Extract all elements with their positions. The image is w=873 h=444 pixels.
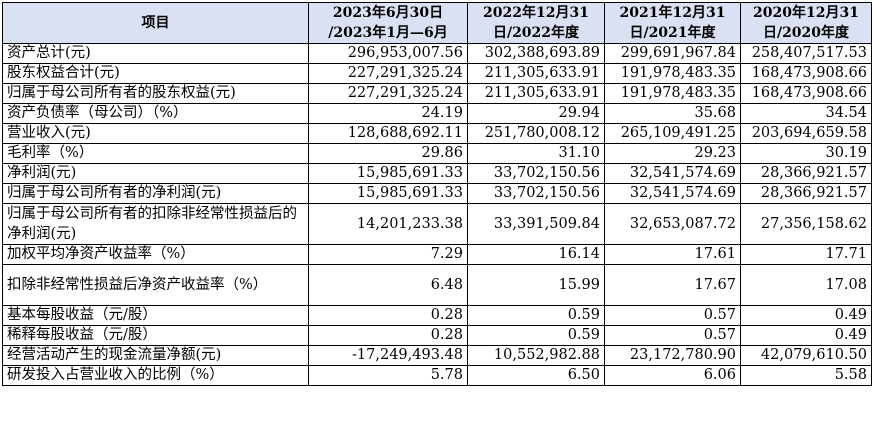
row-value: 258,407,517.53 [740, 43, 872, 64]
row-value: 29.86 [308, 143, 468, 164]
row-value: 16.14 [467, 244, 605, 265]
row-value: 23,172,780.90 [604, 345, 741, 366]
row-label: 资产总计(元) [2, 43, 309, 64]
row-value: 7.29 [308, 244, 468, 265]
row-value: 15.99 [467, 264, 605, 306]
row-value: 28,366,921.57 [740, 183, 872, 204]
row-label: 加权平均净资产收益率（%） [2, 244, 309, 265]
row-value: 203,694,659.58 [740, 123, 872, 144]
row-value: 211,305,633.91 [467, 63, 605, 84]
row-value: 33,702,150.56 [467, 163, 605, 184]
row-label: 归属于母公司所有者的净利润(元) [2, 183, 309, 204]
row-value: 27,356,158.62 [740, 203, 872, 245]
row-value: 0.49 [740, 325, 872, 346]
row-value: 30.19 [740, 143, 872, 164]
row-value: 42,079,610.50 [740, 345, 872, 366]
row-value: 17.71 [740, 244, 872, 265]
header-period-2022: 2022年12月31 日/2022年度 [467, 2, 605, 44]
table-row: 营业收入(元) 128,688,692.11 251,780,008.12 265,1… [2, 123, 872, 144]
table-row: 资产负债率（母公司）（%） 24.19 29.94 35.68 34.54 [2, 103, 872, 124]
table-row: 基本每股收益（元/股） 0.28 0.59 0.57 0.49 [2, 305, 872, 326]
table-row: 研发投入占营业收入的比例（%） 5.78 6.50 6.06 5.58 [2, 365, 872, 386]
row-value: 17.08 [740, 264, 872, 306]
table-row: 归属于母公司所有者的扣除非经常性损益后的净利润(元) 14,201,233.38 3… [2, 203, 872, 245]
row-label: 毛利率（%） [2, 143, 309, 164]
table-row: 经营活动产生的现金流量净额(元) -17,249,493.48 10,552,982… [2, 345, 872, 366]
row-value: 6.50 [467, 365, 605, 386]
row-label: 扣除非经常性损益后净资产收益率（%） [2, 264, 309, 306]
row-label: 归属于母公司所有者的股东权益(元) [2, 83, 309, 104]
row-value: 5.58 [740, 365, 872, 386]
row-value: -17,249,493.48 [308, 345, 468, 366]
row-value: 35.68 [604, 103, 741, 124]
header-period-2021: 2021年12月31 日/2021年度 [604, 2, 741, 44]
row-value: 0.28 [308, 305, 468, 326]
row-label: 经营活动产生的现金流量净额(元) [2, 345, 309, 366]
row-value: 191,978,483.35 [604, 83, 741, 104]
row-value: 227,291,325.24 [308, 63, 468, 84]
row-value: 29.94 [467, 103, 605, 124]
table-row: 稀释每股收益（元/股） 0.28 0.59 0.57 0.49 [2, 325, 872, 346]
row-label: 净利润(元) [2, 163, 309, 184]
row-value: 34.54 [740, 103, 872, 124]
header-row: 项目 2023年6月30日 /2023年1月—6月 2022年12月31 日/2… [2, 2, 872, 44]
row-label: 营业收入(元) [2, 123, 309, 144]
row-value: 6.06 [604, 365, 741, 386]
row-value: 0.28 [308, 325, 468, 346]
row-label: 稀释每股收益（元/股） [2, 325, 309, 346]
row-value: 302,388,693.89 [467, 43, 605, 64]
financial-summary-table: 项目 2023年6月30日 /2023年1月—6月 2022年12月31 日/2… [2, 2, 872, 386]
row-value: 5.78 [308, 365, 468, 386]
row-value: 6.48 [308, 264, 468, 306]
row-value: 0.49 [740, 305, 872, 326]
table-row: 扣除非经常性损益后净资产收益率（%） 6.48 15.99 17.67 17.08 [2, 264, 872, 306]
row-label: 归属于母公司所有者的扣除非经常性损益后的净利润(元) [2, 203, 309, 245]
row-value: 29.23 [604, 143, 741, 164]
row-value: 0.57 [604, 325, 741, 346]
row-value: 32,541,574.69 [604, 163, 741, 184]
row-value: 265,109,491.25 [604, 123, 741, 144]
row-value: 17.61 [604, 244, 741, 265]
row-value: 17.67 [604, 264, 741, 306]
row-value: 251,780,008.12 [467, 123, 605, 144]
row-value: 32,653,087.72 [604, 203, 741, 245]
row-value: 227,291,325.24 [308, 83, 468, 104]
header-item: 项目 [2, 2, 309, 44]
table-row: 毛利率（%） 29.86 31.10 29.23 30.19 [2, 143, 872, 164]
row-value: 15,985,691.33 [308, 183, 468, 204]
table-row: 股东权益合计(元) 227,291,325.24 211,305,633.91 191… [2, 63, 872, 84]
table-row: 归属于母公司所有者的股东权益(元) 227,291,325.24 211,305,6… [2, 83, 872, 104]
row-value: 191,978,483.35 [604, 63, 741, 84]
row-value: 128,688,692.11 [308, 123, 468, 144]
row-value: 0.59 [467, 325, 605, 346]
row-value: 31.10 [467, 143, 605, 164]
row-value: 24.19 [308, 103, 468, 124]
row-value: 14,201,233.38 [308, 203, 468, 245]
table-row: 净利润(元) 15,985,691.33 33,702,150.56 32,541,5… [2, 163, 872, 184]
row-value: 10,552,982.88 [467, 345, 605, 366]
row-value: 168,473,908.66 [740, 83, 872, 104]
table-row: 资产总计(元) 296,953,007.56 302,388,693.89 299,6… [2, 43, 872, 64]
row-value: 15,985,691.33 [308, 163, 468, 184]
table-row: 归属于母公司所有者的净利润(元) 15,985,691.33 33,702,150.… [2, 183, 872, 204]
row-value: 28,366,921.57 [740, 163, 872, 184]
header-period-2020: 2020年12月31 日/2020年度 [740, 2, 872, 44]
row-label: 股东权益合计(元) [2, 63, 309, 84]
row-value: 0.57 [604, 305, 741, 326]
row-value: 33,702,150.56 [467, 183, 605, 204]
row-value: 168,473,908.66 [740, 63, 872, 84]
table-row: 加权平均净资产收益率（%） 7.29 16.14 17.61 17.71 [2, 244, 872, 265]
row-label: 资产负债率（母公司）（%） [2, 103, 309, 124]
header-period-2023h1: 2023年6月30日 /2023年1月—6月 [308, 2, 468, 44]
row-value: 0.59 [467, 305, 605, 326]
row-label: 基本每股收益（元/股） [2, 305, 309, 326]
row-value: 33,391,509.84 [467, 203, 605, 245]
row-value: 299,691,967.84 [604, 43, 741, 64]
row-value: 296,953,007.56 [308, 43, 468, 64]
row-label: 研发投入占营业收入的比例（%） [2, 365, 309, 386]
row-value: 32,541,574.69 [604, 183, 741, 204]
row-value: 211,305,633.91 [467, 83, 605, 104]
